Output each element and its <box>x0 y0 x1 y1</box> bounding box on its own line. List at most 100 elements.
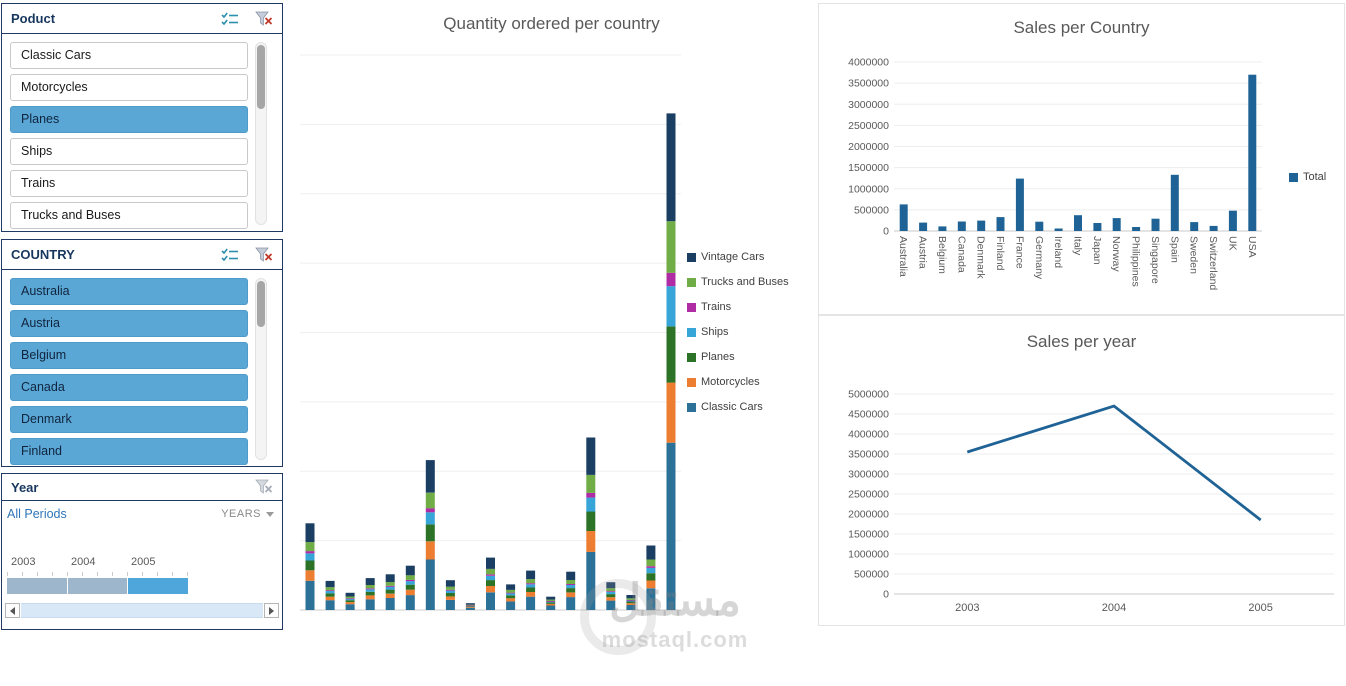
y-tick-label: 1000000 <box>848 549 889 561</box>
bar-segment-trains-finland <box>405 579 415 582</box>
bar-segment-trains-france <box>425 508 435 513</box>
timeline-scroll-track[interactable] <box>21 603 263 618</box>
slicer-item-finland[interactable]: Finland <box>10 438 248 465</box>
slicer-item-ships[interactable]: Ships <box>10 138 248 165</box>
timeline-level-dropdown[interactable]: YEARS <box>221 508 274 520</box>
slicer-item-denmark[interactable]: Denmark <box>10 406 248 433</box>
legend-label: Planes <box>701 351 735 363</box>
x-tick-label: 2005 <box>1248 602 1272 614</box>
bar-segment-vintage-cars-sweden <box>606 582 616 589</box>
timeline-period-label[interactable]: All Periods <box>7 507 67 521</box>
slicer-item-canada[interactable]: Canada <box>10 374 248 401</box>
bar-segment-planes-norway <box>526 587 536 592</box>
bar-segment-vintage-cars-uk <box>646 545 656 560</box>
legend-swatch <box>687 353 696 362</box>
bar-singapore <box>1151 218 1160 231</box>
scroll-left-button[interactable] <box>5 603 20 618</box>
bar-segment-classic-cars-austria <box>325 600 335 610</box>
timeline-segment-2005[interactable] <box>128 578 189 594</box>
slicer-item-trains[interactable]: Trains <box>10 170 248 197</box>
bar-segment-classic-cars-singapore <box>566 597 576 610</box>
sales-per-year-chart: Sales per year 0 500000 1000000 1500000 2000… <box>818 315 1345 626</box>
bar-segment-planes-australia <box>305 560 315 571</box>
bar-segment-ships-belgium <box>345 598 355 601</box>
country-scrollbar-thumb[interactable] <box>257 281 265 327</box>
bar-segment-classic-cars-sweden <box>606 600 616 610</box>
bar-segment-trucks-and-buses-usa <box>666 221 676 273</box>
year-slicer-title: Year <box>11 479 39 495</box>
clear-filter-icon[interactable] <box>255 247 273 263</box>
clear-filter-icon[interactable] <box>255 479 273 495</box>
bar-segment-ships-usa <box>666 286 676 327</box>
legend-label: Trucks and Buses <box>701 276 789 288</box>
bar-segment-trucks-and-buses-switzerland <box>626 598 636 600</box>
bar-segment-trains-belgium <box>345 598 355 600</box>
bar-segment-ships-austria <box>325 591 335 594</box>
timeline-year-label-2004: 2004 <box>71 556 96 568</box>
x-tick-label: 2003 <box>955 602 979 614</box>
bar-italy <box>1074 215 1082 231</box>
chevron-down-icon <box>266 511 274 517</box>
x-tick-label: Canada <box>955 236 967 273</box>
bar-segment-classic-cars-france <box>425 559 435 610</box>
quantity-chart-legend: Vintage Cars Trucks and Buses Trains Ships P… <box>687 252 789 427</box>
x-tick-label: Denmark <box>975 236 987 279</box>
clear-filter-icon[interactable] <box>255 11 273 27</box>
bar-segment-classic-cars-norway <box>526 596 536 610</box>
bar-segment-motorcycles-sweden <box>606 597 616 601</box>
slicer-item-belgium[interactable]: Belgium <box>10 342 248 369</box>
legend-swatch <box>687 328 696 337</box>
slicer-item-austria[interactable]: Austria <box>10 310 248 337</box>
product-slicer-title: Poduct <box>11 11 56 26</box>
country-scrollbar[interactable] <box>255 278 267 460</box>
slicer-item-classic-cars[interactable]: Classic Cars <box>10 42 248 69</box>
bar-segment-classic-cars-ireland <box>465 607 475 610</box>
legend-swatch <box>687 403 696 412</box>
bar-segment-trucks-and-buses-singapore <box>566 580 576 584</box>
bar-segment-trains-switzerland <box>626 599 636 601</box>
bar-segment-trains-singapore <box>566 584 576 585</box>
arrow-left-icon <box>10 606 15 615</box>
timeline-segment-2003[interactable] <box>7 578 67 594</box>
bar-segment-vintage-cars-usa <box>666 113 676 222</box>
legend-item-ships: Ships <box>687 327 789 338</box>
product-scrollbar[interactable] <box>255 42 267 225</box>
bar-japan <box>1093 223 1102 231</box>
bar-segment-ships-canada <box>365 589 375 592</box>
slicer-item-planes[interactable]: Planes <box>10 106 248 133</box>
timeline-scrollbar <box>5 603 279 618</box>
slicer-item-australia[interactable]: Australia <box>10 278 248 305</box>
multi-select-icon[interactable] <box>221 12 239 26</box>
bar-segment-motorcycles-usa <box>666 382 676 443</box>
bar-segment-vintage-cars-france <box>425 460 435 493</box>
bar-segment-trains-australia <box>305 551 315 554</box>
multi-select-icon[interactable] <box>221 248 239 262</box>
x-tick-label: Norway <box>1110 236 1122 272</box>
bar-segment-vintage-cars-canada <box>365 578 375 585</box>
legend-swatch <box>687 378 696 387</box>
slicer-item-trucks-and-buses[interactable]: Trucks and Buses <box>10 202 248 229</box>
legend-swatch <box>687 278 696 287</box>
scroll-right-button[interactable] <box>264 603 279 618</box>
bar-segment-planes-denmark <box>385 589 395 594</box>
y-tick-label: 4000000 <box>848 429 889 441</box>
bar-segment-motorcycles-italy <box>486 586 495 593</box>
bar-segment-classic-cars-canada <box>365 599 375 610</box>
legend-swatch <box>1289 173 1298 182</box>
bar-segment-motorcycles-austria <box>325 596 335 601</box>
timeline-ticks <box>7 572 188 576</box>
timeline-segment-2004[interactable] <box>67 578 128 594</box>
slicer-item-motorcycles[interactable]: Motorcycles <box>10 74 248 101</box>
bar-segment-classic-cars-uk <box>646 588 656 610</box>
x-tick-label: Sweden <box>1188 236 1200 274</box>
bar-segment-motorcycles-france <box>425 541 435 560</box>
y-tick-label: 3500000 <box>848 449 889 461</box>
x-tick-label: France <box>1013 236 1025 269</box>
sales-per-country-chart: Sales per Country 0 500000 1000000 1500000 2… <box>818 3 1345 315</box>
bar-segment-motorcycles-uk <box>646 580 656 589</box>
bar-segment-planes-finland <box>405 584 415 590</box>
bar-segment-planes-singapore <box>566 588 576 593</box>
bar-canada <box>957 221 966 231</box>
product-scrollbar-thumb[interactable] <box>257 45 265 109</box>
x-tick-label: Australia <box>897 236 909 277</box>
